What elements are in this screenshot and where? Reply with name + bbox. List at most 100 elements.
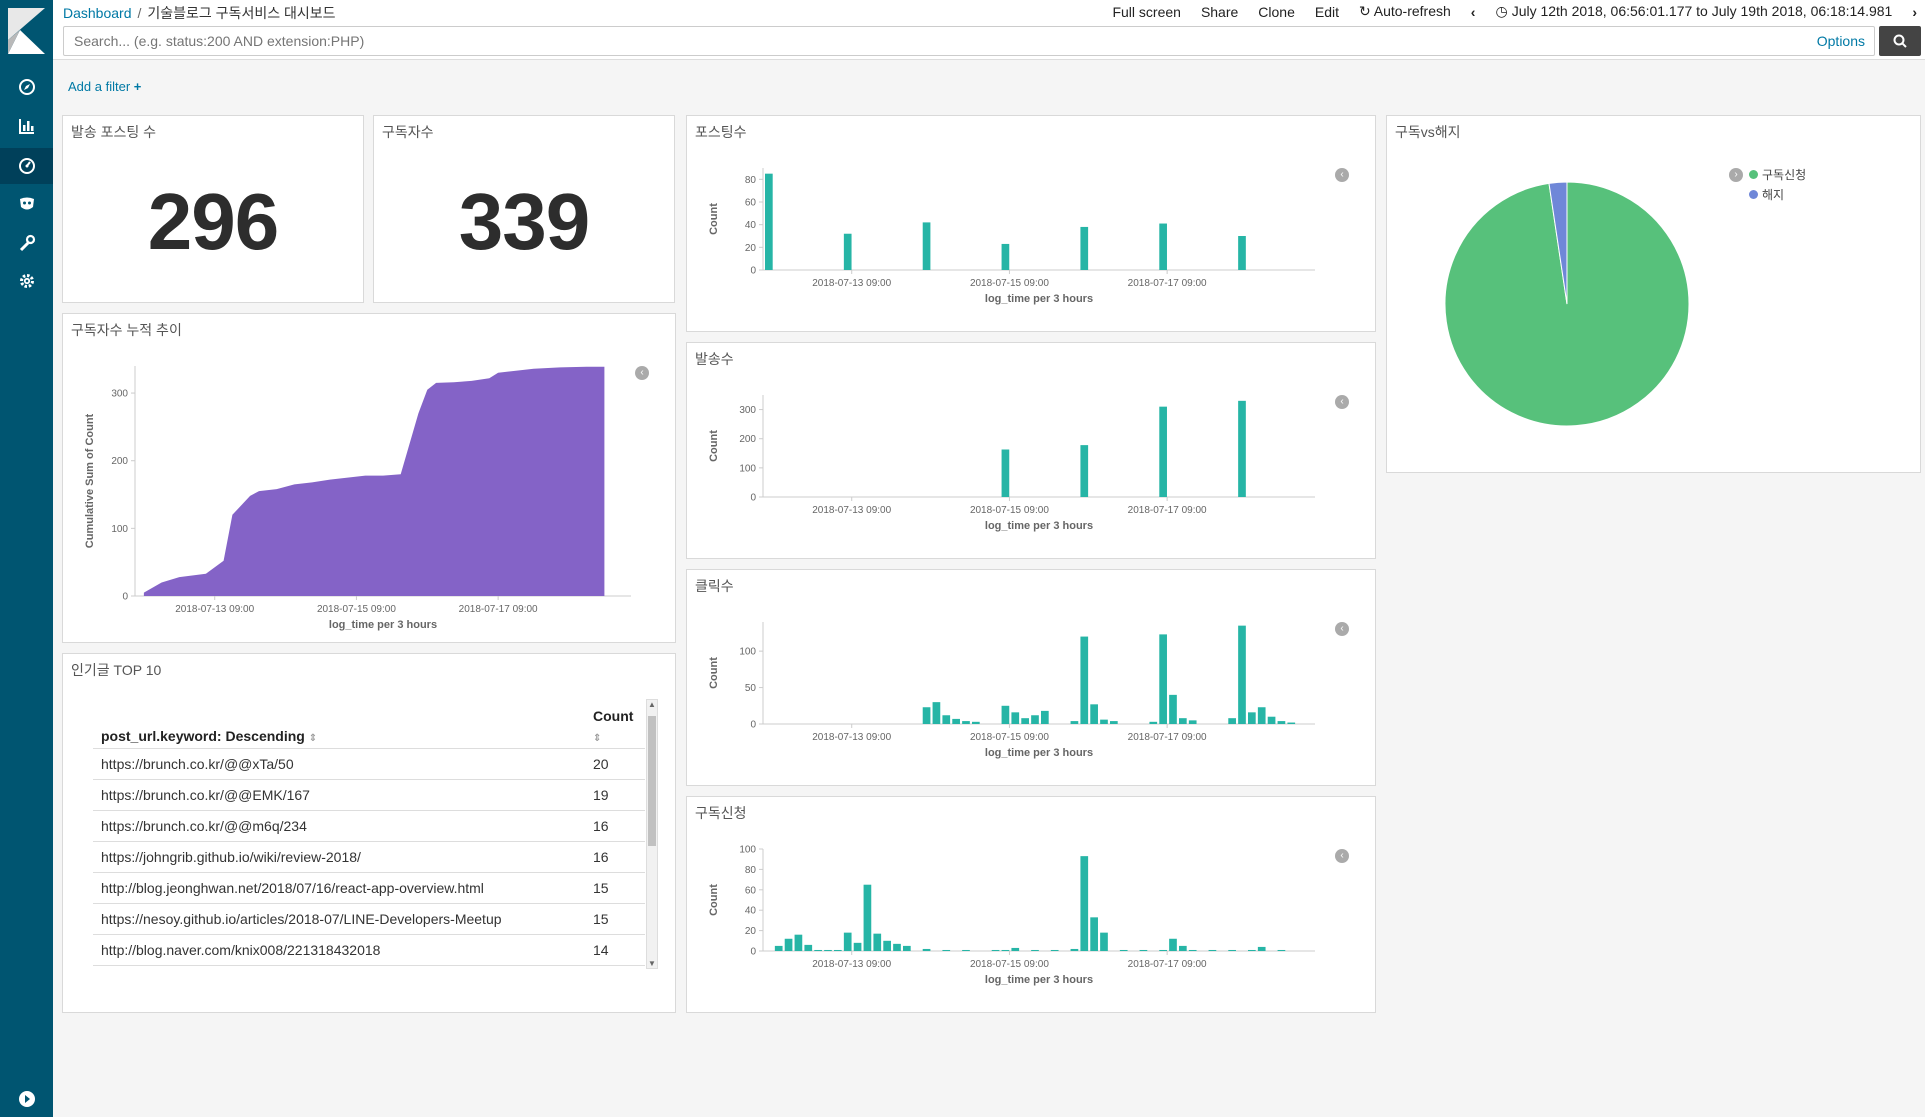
y-tick-label: 300 [739, 405, 756, 416]
bar [1011, 947, 1020, 951]
legend-toggle-icon[interactable]: ‹ [1335, 395, 1349, 409]
legend-dot [1749, 170, 1758, 179]
pie-slice [1548, 181, 1568, 305]
legend-toggle-icon[interactable]: ‹ [1335, 849, 1349, 863]
panel-title: 발송 포스팅 수 [71, 124, 157, 140]
url-column-header[interactable]: post_url.keyword: Descending ⇕ [93, 704, 585, 749]
table-row[interactable]: https://brunch.co.kr/@@xTa/50 20 [93, 748, 645, 780]
breadcrumb-separator: / [137, 5, 142, 21]
time-back-button[interactable]: ‹ [1470, 3, 1476, 20]
bar [1001, 949, 1010, 951]
url-cell[interactable]: http://blog.jeonghwan.net/2018/07/16/rea… [93, 872, 585, 904]
bar [1070, 948, 1079, 951]
x-tick-label: 2018-07-17 09:00 [1128, 732, 1207, 743]
count-cell: 15 [585, 903, 645, 935]
table-row[interactable]: https://brunch.co.kr/@@EMK/167 19 [93, 779, 645, 811]
edit-button[interactable]: Edit [1314, 3, 1340, 20]
bar [1001, 449, 1010, 497]
sort-icon[interactable]: ⇕ [308, 733, 318, 744]
bar [784, 938, 793, 951]
bar [1031, 715, 1039, 724]
add-filter-link[interactable]: Add a filter + [68, 79, 141, 94]
bar [903, 945, 911, 951]
visualize-icon[interactable] [12, 111, 42, 141]
bar-chart-sends: 0 100 200 300 2018-07-13 09:00 2018-07-15 09:… [708, 395, 1315, 532]
legend-label: 해지 [1762, 188, 1785, 202]
x-axis-label: log_time per 3 hours [329, 619, 437, 631]
y-tick-label: 60 [745, 885, 757, 896]
legend-toggle-icon[interactable]: ‹ [635, 366, 649, 380]
y-tick-label: 100 [739, 845, 756, 856]
collapse-sidebar-icon[interactable] [12, 1084, 42, 1114]
bar [843, 932, 852, 951]
table-row[interactable]: https://johngrib.github.io/wiki/review-2… [93, 841, 645, 873]
management-gear-icon[interactable] [12, 266, 42, 296]
share-button[interactable]: Share [1200, 3, 1239, 20]
bar [1090, 704, 1098, 724]
count-cell: 16 [585, 810, 645, 842]
table-row[interactable]: https://nesoy.github.io/articles/2018-07… [93, 903, 645, 935]
bar [1188, 720, 1197, 724]
sort-icon[interactable]: ⇕ [593, 733, 602, 744]
auto-refresh-button[interactable]: ↻ Auto-refresh [1359, 3, 1451, 20]
y-tick-label: 0 [750, 493, 756, 504]
sidebar [0, 0, 53, 1117]
metric-panel-subscribers: 구독자수 339 [373, 115, 675, 303]
bar [794, 934, 803, 951]
url-cell[interactable]: https://brunch.co.kr/@@EMK/167 [93, 779, 585, 811]
table-row[interactable]: https://brunch.co.kr/@@m6q/234 16 [93, 810, 645, 842]
legend-toggle-icon[interactable]: › [1729, 168, 1743, 182]
top10-table-panel: 인기글 TOP 10 post_url.keyword: Descending … [62, 653, 676, 1013]
url-column-label: post_url.keyword: Descending [101, 728, 305, 744]
dashboard-icon[interactable] [0, 148, 53, 184]
full-screen-button[interactable]: Full screen [1112, 3, 1181, 20]
bar-panel-subscriptions: 구독신청 ‹ 0 20 40 60 80 100 2018-07-13 09:00 2018-… [686, 796, 1376, 1013]
discover-icon[interactable] [12, 72, 42, 102]
timelion-icon[interactable] [12, 189, 42, 219]
y-axis-label: Count [708, 203, 720, 235]
scroll-up-arrow[interactable]: ▲ [648, 700, 656, 709]
options-link[interactable]: Options [1816, 33, 1865, 49]
url-cell[interactable]: https://johngrib.github.io/wiki/review-2… [93, 841, 585, 873]
legend-item-cancel[interactable]: 해지 [1749, 186, 1806, 203]
y-tick-label: 20 [745, 243, 757, 254]
x-tick-label: 2018-07-15 09:00 [317, 604, 396, 615]
time-forward-button[interactable]: › [1912, 3, 1917, 20]
x-tick-label: 2018-07-13 09:00 [812, 505, 891, 516]
y-tick-label: 40 [745, 906, 757, 917]
legend-toggle-icon[interactable]: ‹ [1335, 622, 1349, 636]
count-cell: 15 [585, 872, 645, 904]
dev-tools-icon[interactable] [12, 228, 42, 258]
breadcrumb-dashboard-link[interactable]: Dashboard [63, 5, 132, 21]
scrollbar-thumb[interactable] [648, 716, 656, 846]
time-range-picker[interactable]: ◷ July 12th 2018, 06:56:01.177 to July 19… [1495, 3, 1892, 20]
count-cell: 14 [585, 934, 645, 966]
kibana-logo[interactable] [8, 8, 45, 54]
url-cell[interactable]: https://nesoy.github.io/articles/2018-07… [93, 903, 585, 935]
search-button[interactable] [1879, 26, 1921, 56]
add-filter-label: Add a filter [68, 79, 131, 94]
scroll-down-arrow[interactable]: ▼ [648, 959, 656, 968]
bar-chart-postings: 0 20 40 60 80 2018-07-13 09:00 2018-07-15 09:0… [708, 168, 1315, 305]
url-cell[interactable]: https://brunch.co.kr/@@m6q/234 [93, 810, 585, 842]
bar [824, 949, 832, 951]
bar [834, 949, 842, 951]
bar [1267, 716, 1276, 724]
search-input[interactable] [63, 26, 1875, 56]
clone-button[interactable]: Clone [1258, 3, 1295, 20]
table-row[interactable]: http://blog.naver.com/knix008/2213184320… [93, 934, 645, 966]
count-column-header[interactable]: Count ⇕ [585, 704, 645, 749]
bar [1080, 226, 1089, 270]
url-cell[interactable]: http://blog.naver.com/knix008/2213184320… [93, 934, 585, 966]
bar [1050, 949, 1059, 951]
y-tick-label: 300 [111, 389, 128, 400]
legend-toggle-icon[interactable]: ‹ [1335, 168, 1349, 182]
table-row[interactable]: http://blog.jeonghwan.net/2018/07/16/rea… [93, 872, 645, 904]
panel-title: 구독자수 누적 추이 [71, 322, 182, 338]
panel-title: 발송수 [695, 351, 734, 367]
url-cell[interactable]: https://brunch.co.kr/@@xTa/50 [93, 748, 585, 780]
y-axis-label: Count [708, 430, 720, 462]
table-scrollbar[interactable]: ▲ ▼ [646, 699, 658, 969]
legend-item-subscribe[interactable]: 구독신청 [1749, 166, 1806, 183]
bar [1257, 707, 1266, 724]
